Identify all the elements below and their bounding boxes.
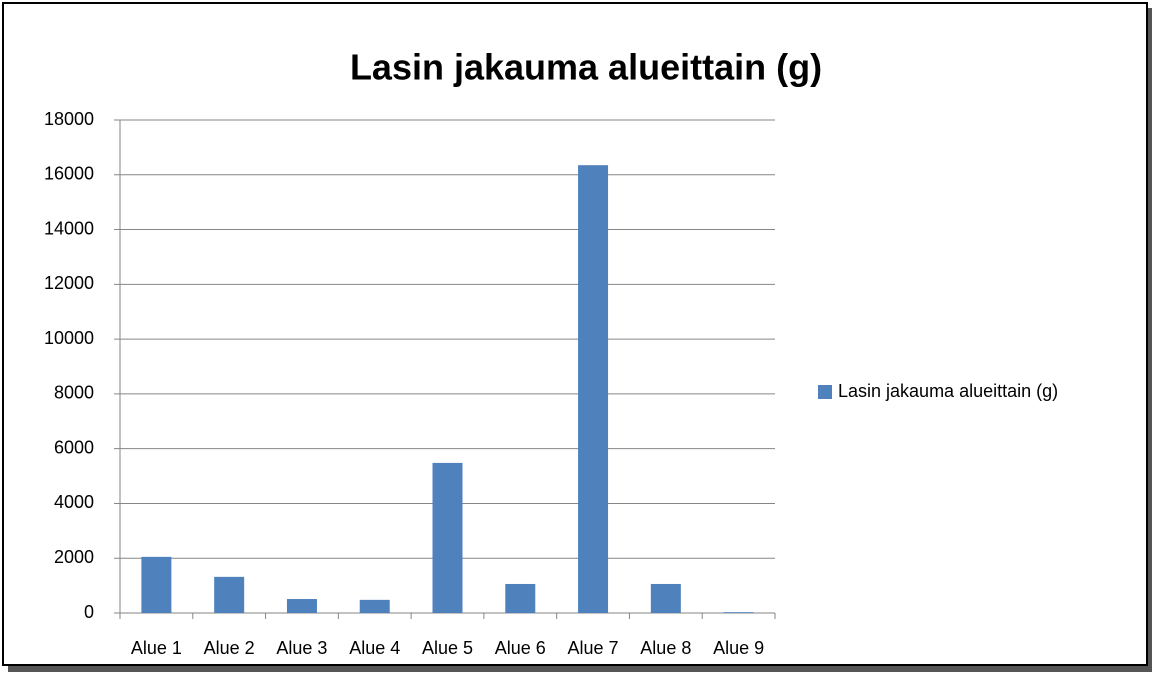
bar	[578, 165, 609, 614]
x-tick-label: Alue 4	[349, 638, 400, 658]
bar	[650, 583, 681, 613]
bar	[286, 599, 317, 613]
x-tick-label: Alue 5	[422, 638, 473, 658]
bar	[214, 576, 245, 613]
y-tick-label: 2000	[54, 547, 94, 567]
y-tick-label: 8000	[54, 383, 94, 403]
y-tick-label: 10000	[44, 328, 94, 348]
x-tick-label: Alue 2	[204, 638, 255, 658]
bar	[723, 612, 754, 613]
y-tick-label: 6000	[54, 437, 94, 457]
y-tick-label: 14000	[44, 218, 94, 238]
legend-swatch	[818, 385, 832, 399]
x-tick-label: Alue 7	[568, 638, 619, 658]
y-tick-label: 4000	[54, 492, 94, 512]
y-tick-label: 0	[84, 602, 94, 622]
y-tick-label: 18000	[44, 109, 94, 129]
x-tick-label: Alue 6	[495, 638, 546, 658]
chart-title: Lasin jakauma alueittain (g)	[350, 47, 822, 88]
legend-label: Lasin jakauma alueittain (g)	[838, 381, 1058, 401]
bar	[359, 599, 390, 613]
bar	[505, 583, 536, 613]
x-tick-label: Alue 8	[640, 638, 691, 658]
bar	[141, 556, 172, 613]
x-tick-label: Alue 1	[131, 638, 182, 658]
x-tick-label: Alue 9	[713, 638, 764, 658]
bar	[432, 462, 463, 613]
y-tick-label: 12000	[44, 273, 94, 293]
x-tick-label: Alue 3	[276, 638, 327, 658]
y-tick-label: 16000	[44, 164, 94, 184]
frame	[2, 2, 1148, 666]
